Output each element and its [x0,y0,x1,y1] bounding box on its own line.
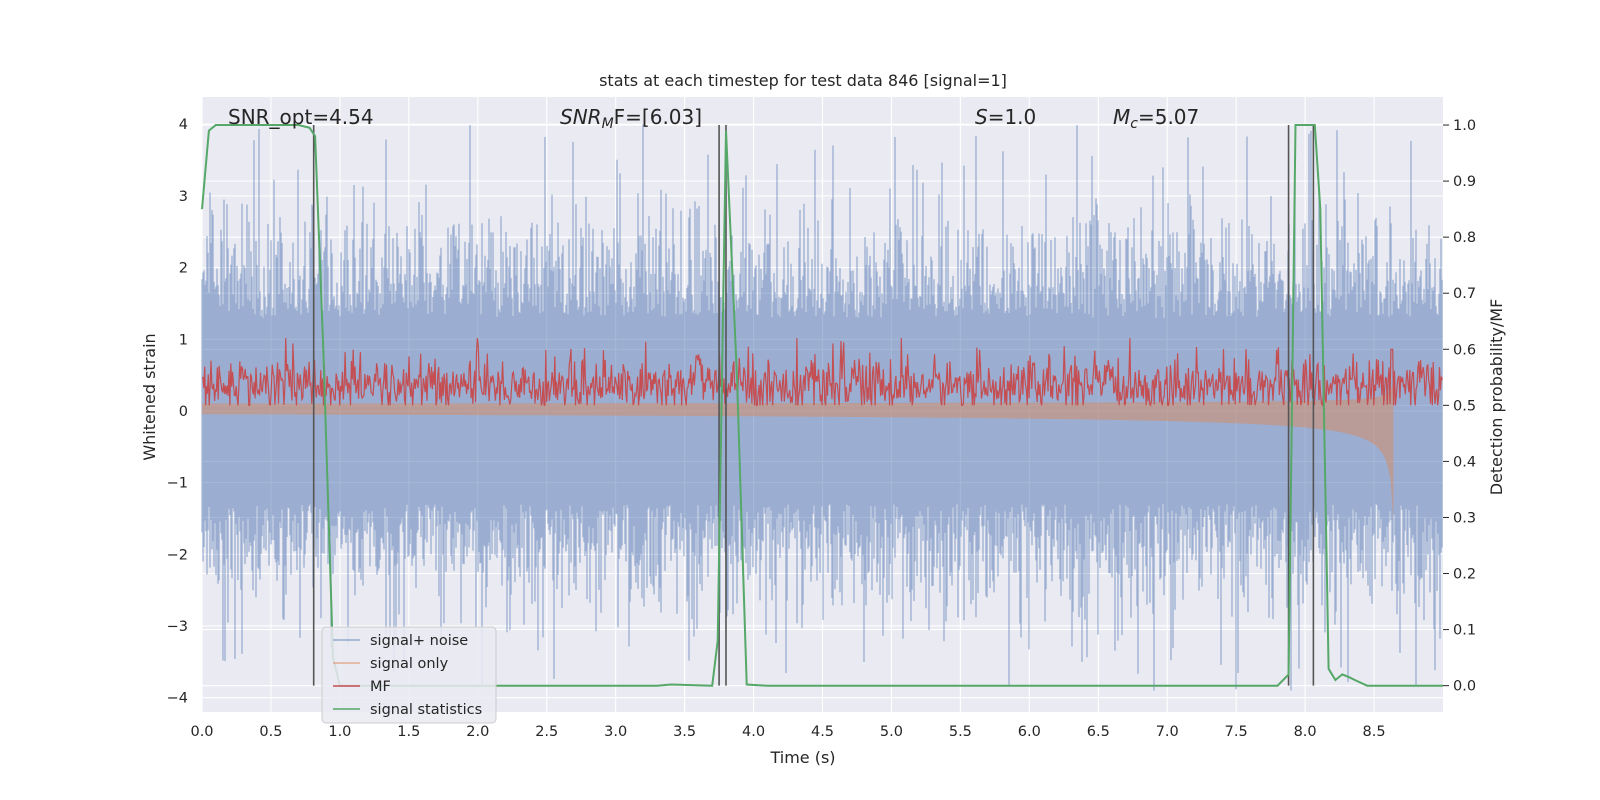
y-right-tick-label: 0.5 [1453,398,1476,414]
x-tick-label: 8.0 [1294,724,1317,740]
x-tick-label: 0.0 [190,724,213,740]
y-axis-right-label: Detection probability/MF [1487,299,1506,496]
signal-statistics-trace [201,124,1443,687]
y-right-tick-label: 0.1 [1453,623,1476,639]
x-tick-label: 4.0 [742,724,765,740]
legend: signal+ noise signal only MF signal stat… [321,626,497,724]
x-tick-label: 1.5 [397,724,420,740]
x-tick-label: 4.5 [811,724,834,740]
vertical-markers [312,125,1315,686]
annotation-snr-mf: SNRMF=[6.03] [560,105,702,132]
x-tick-label: 5.5 [949,724,972,740]
signal-only-trace [202,381,1394,523]
y-right-tick-label: 0.9 [1453,174,1476,190]
mf-trace [201,338,1443,408]
annotation-snr-opt: SNR_opt=4.54 [228,105,374,129]
y-left-tick-label: −4 [167,691,188,707]
x-tick-label: 7.5 [1225,724,1248,740]
legend-box [321,626,497,724]
y-right-tick-label: 1.0 [1453,118,1476,134]
x-tick-label: 6.0 [1018,724,1041,740]
x-tick-label: 5.0 [880,724,903,740]
annotation-mc: Mc=5.07 [1113,105,1199,132]
y-left-tick-label: 1 [179,332,188,348]
legend-item-mf: MF [370,679,391,695]
y-left-tick-label: −1 [167,476,188,492]
y-left-tick-label: 4 [179,117,188,133]
y-right-tick-label: 0.7 [1453,286,1476,302]
y-left-tick-label: 2 [179,261,188,277]
y-axis-left-ticks: 4 3 2 1 0 −1 −2 −3 −4 [167,117,188,706]
series-signal-only [202,381,1394,523]
y-axis-right-ticks: 1.0 0.9 0.8 0.7 0.6 0.5 0.4 0.3 0.2 0.1 0.0 [1443,118,1476,695]
x-tick-label: 6.5 [1087,724,1110,740]
y-right-tick-label: 0.6 [1453,342,1476,358]
y-right-tick-label: 0.3 [1453,510,1476,526]
x-tick-label: 1.0 [328,724,351,740]
x-tick-label: 7.0 [1156,724,1179,740]
y-left-tick-label: 3 [179,189,188,205]
y-right-tick-label: 0.8 [1453,230,1476,246]
x-tick-label: 2.5 [535,724,558,740]
x-axis-ticks: 0.0 0.5 1.0 1.5 2.0 2.5 3.0 3.5 4.0 4.5 5.0 5.5 6.0 6… [190,724,1385,740]
series-mf [201,338,1443,408]
y-left-tick-label: 0 [179,404,188,420]
x-tick-label: 3.5 [673,724,696,740]
legend-item-signal-noise: signal+ noise [370,633,468,649]
legend-item-signal-statistics: signal statistics [370,702,482,718]
legend-item-signal-only: signal only [370,656,449,672]
y-right-tick-label: 0.0 [1453,679,1476,695]
y-left-tick-label: −3 [167,619,188,635]
chart-title: stats at each timestep for test data 846… [599,71,1007,90]
x-tick-label: 2.0 [466,724,489,740]
y-right-tick-label: 0.2 [1453,567,1476,583]
x-tick-label: 3.0 [604,724,627,740]
x-axis-label: Time (s) [769,748,835,767]
series-signal-statistics [201,124,1443,687]
annotation-s: S=1.0 [975,105,1036,129]
y-left-tick-label: −2 [167,547,188,563]
y-right-tick-label: 0.4 [1453,454,1476,470]
x-tick-label: 0.5 [259,724,282,740]
y-axis-left-label: Whitened strain [140,333,159,460]
x-tick-label: 8.5 [1363,724,1386,740]
